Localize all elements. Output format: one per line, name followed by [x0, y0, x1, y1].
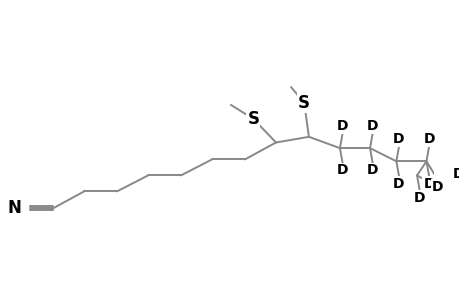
Text: D: D	[366, 164, 378, 178]
Text: D: D	[392, 177, 404, 190]
Text: D: D	[452, 167, 459, 181]
Text: D: D	[336, 164, 347, 178]
Text: D: D	[392, 132, 404, 146]
Text: D: D	[422, 177, 434, 190]
Text: S: S	[247, 110, 259, 128]
Text: D: D	[413, 191, 425, 205]
Text: S: S	[297, 94, 309, 112]
Text: D: D	[422, 132, 434, 146]
Text: D: D	[431, 180, 442, 194]
Text: D: D	[366, 119, 378, 133]
Text: N: N	[8, 199, 22, 217]
Text: D: D	[336, 119, 347, 133]
